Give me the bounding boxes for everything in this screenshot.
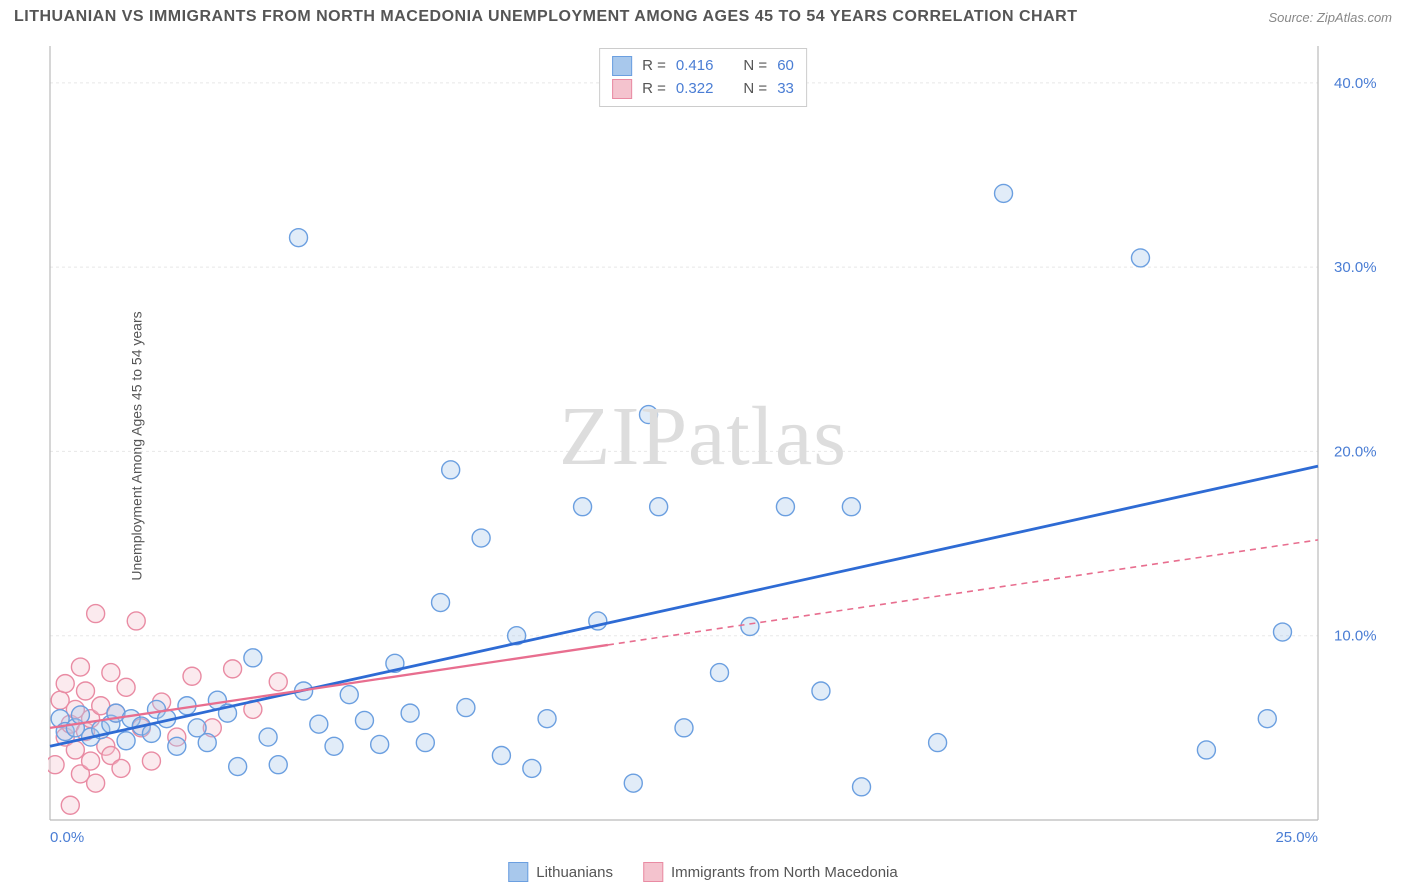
legend-label: Lithuanians [536,864,613,881]
correlation-legend: R = 0.416 N = 60 R = 0.322 N = 33 [599,48,807,107]
legend-label: Immigrants from North Macedonia [671,864,898,881]
legend-item-0: Lithuanians [508,862,613,882]
source-attribution: Source: ZipAtlas.com [1268,10,1392,25]
n-label: N = [743,55,767,78]
legend-row-0: R = 0.416 N = 60 [612,55,794,78]
n-value: 33 [777,78,794,101]
series-legend: Lithuanians Immigrants from North Macedo… [508,862,897,882]
legend-item-1: Immigrants from North Macedonia [643,862,898,882]
r-label: R = [642,55,666,78]
legend-swatch-icon [508,862,528,882]
svg-text:40.0%: 40.0% [1334,75,1377,92]
n-label: N = [743,78,767,101]
svg-text:0.0%: 0.0% [50,829,84,846]
scatter-plot: 10.0% 20.0% 30.0% 40.0% 0.0% 25.0% [48,42,1386,850]
svg-text:20.0%: 20.0% [1334,443,1377,460]
n-value: 60 [777,55,794,78]
svg-text:30.0%: 30.0% [1334,259,1377,276]
chart-title: LITHUANIAN VS IMMIGRANTS FROM NORTH MACE… [14,8,1077,26]
legend-swatch-0 [612,56,632,76]
r-label: R = [642,78,666,101]
chart-header: LITHUANIAN VS IMMIGRANTS FROM NORTH MACE… [14,8,1392,26]
plot-svg: 10.0% 20.0% 30.0% 40.0% 0.0% 25.0% [48,42,1386,850]
legend-swatch-1 [612,79,632,99]
legend-swatch-icon [643,862,663,882]
r-value: 0.322 [676,78,714,101]
svg-text:25.0%: 25.0% [1275,829,1318,846]
legend-row-1: R = 0.322 N = 33 [612,78,794,101]
r-value: 0.416 [676,55,714,78]
svg-text:10.0%: 10.0% [1334,628,1377,645]
